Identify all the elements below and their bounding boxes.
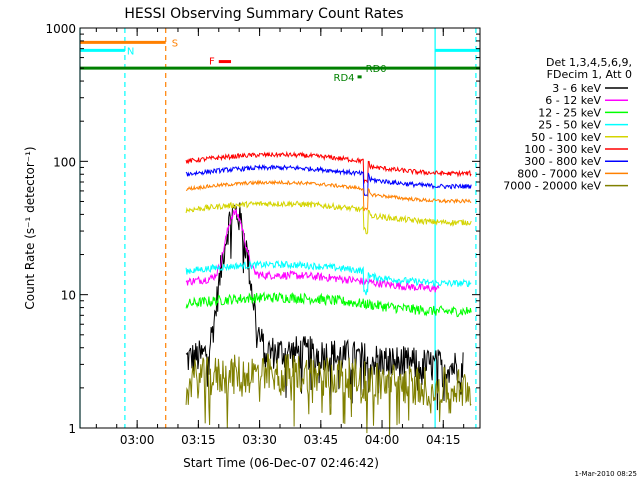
x-axis-label: Start Time (06-Dec-07 02:46:42) [183,456,379,470]
footer-timestamp: 1-Mar-2010 08:25 [575,470,637,478]
x-tick-label-0: 03:00 [120,433,155,447]
y-tick-label-3: 1000 [45,22,76,36]
series-line-8 [185,353,472,436]
flag-label-rd0-4: RD0 [366,64,387,75]
x-tick-label-4: 04:00 [365,433,400,447]
legend-entry-label-2: 12 - 25 keV [538,106,601,119]
flag-label-rd4-5: RD4 [334,73,355,84]
legend: Det 1,3,4,5,6,9, FDecim 1, Att 0 3 - 6 k… [503,56,632,193]
series-line-3 [185,260,472,296]
series-line-2 [185,291,472,318]
axes: 03:00 03:15 03:30 03:45 04:00 04:15 1 10 100 1000 [45,22,481,447]
y-tick-label-1: 10 [61,289,76,303]
flag-label-s-0: S [172,38,178,49]
series-line-7 [185,179,472,212]
y-tick-label-2: 100 [53,155,76,169]
x-tick-label-3: 03:45 [304,433,339,447]
legend-title-line1: Det 1,3,4,5,6,9, [546,56,632,69]
x-tick-label-2: 03:30 [242,433,277,447]
chart-title: HESSI Observing Summary Count Rates [124,6,403,22]
x-tick-label-5: 04:15 [426,433,461,447]
legend-entry-label-8: 7000 - 20000 keV [503,180,601,193]
flag-label-n-1: N [127,46,134,57]
legend-entry-label-0: 3 - 6 keV [552,82,601,95]
x-tick-label-1: 03:15 [181,433,216,447]
legend-entry-label-5: 100 - 300 keV [524,143,601,156]
legend-entry-label-4: 50 - 100 keV [531,131,601,144]
series-line-1 [185,209,440,293]
y-tick-label-0: 1 [68,422,76,436]
legend-title-line2: FDecim 1, Att 0 [547,68,632,81]
legend-entry-label-6: 300 - 800 keV [524,155,601,168]
series-line-4 [185,200,472,235]
series-lines [185,150,472,436]
legend-entry-label-3: 25 - 50 keV [538,119,601,132]
legend-entry-label-7: 800 - 7000 keV [517,167,601,180]
y-axis-label: Count Rate (s⁻¹ detector⁻¹) [23,146,37,309]
series-line-6 [185,163,472,198]
legend-entry-label-1: 6 - 12 keV [545,94,601,107]
flag-label-f-3: F [209,57,215,68]
flag-bars: SNNFRD0RD4 [80,38,480,84]
series-line-0 [185,202,464,411]
series-line-5 [185,150,472,185]
